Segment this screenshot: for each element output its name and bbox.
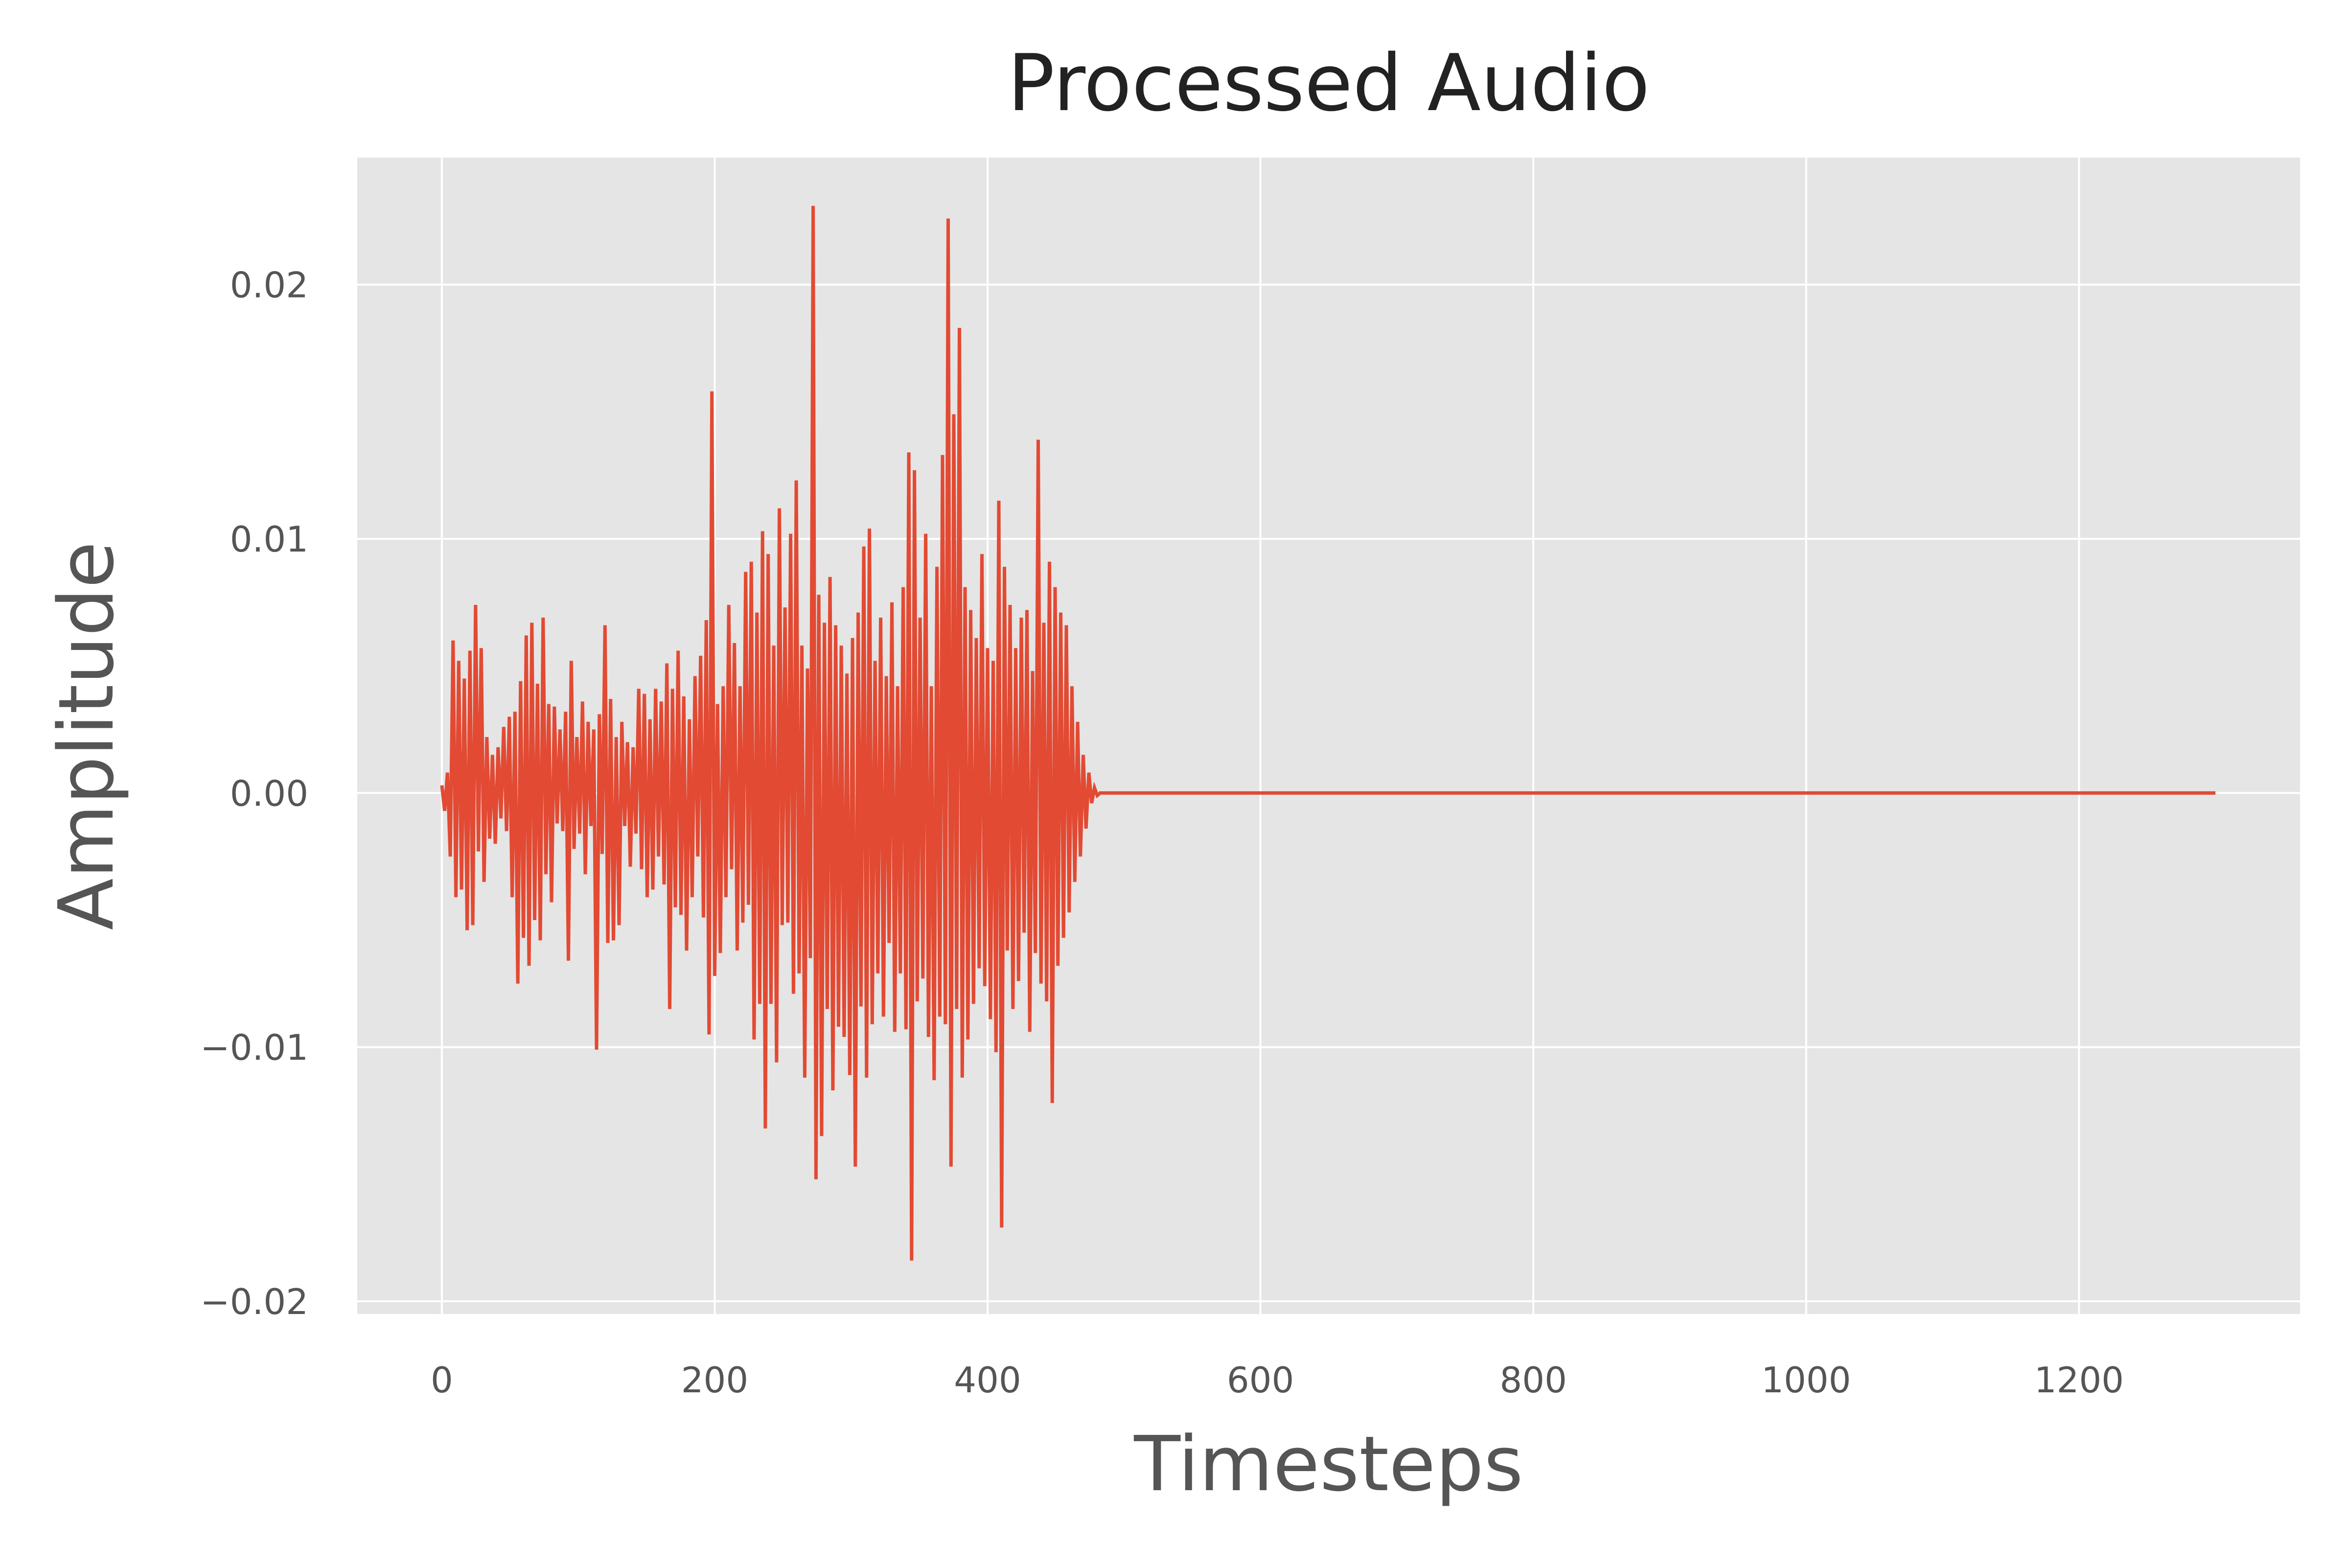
- y-tick-label: 0.01: [230, 519, 308, 560]
- x-tick-label: 0: [431, 1360, 453, 1401]
- x-tick-label: 1000: [1761, 1360, 1851, 1401]
- y-tick-label: −0.02: [200, 1281, 308, 1322]
- y-tick-label: 0.02: [230, 265, 308, 306]
- x-axis-label: Timesteps: [1133, 1420, 1523, 1508]
- x-tick-label: 600: [1227, 1360, 1294, 1401]
- plot-area-background: [357, 158, 2300, 1314]
- chart-title: Processed Audio: [1008, 37, 1650, 129]
- tick-labels: 0 200 400 600 800 1000 1200 −0.02 −0.01 0.00 0.01 0…: [200, 265, 2124, 1401]
- x-tick-label: 400: [954, 1360, 1021, 1401]
- x-tick-label: 200: [681, 1360, 748, 1401]
- y-tick-label: 0.00: [230, 773, 308, 814]
- y-axis-label: Amplitude: [42, 541, 131, 930]
- grid-lines: [357, 158, 2300, 1314]
- x-tick-label: 1200: [2034, 1360, 2124, 1401]
- x-tick-label: 800: [1499, 1360, 1566, 1401]
- series-line: [440, 206, 2216, 1261]
- y-tick-label: −0.01: [200, 1027, 308, 1068]
- series-layer: [440, 206, 2216, 1261]
